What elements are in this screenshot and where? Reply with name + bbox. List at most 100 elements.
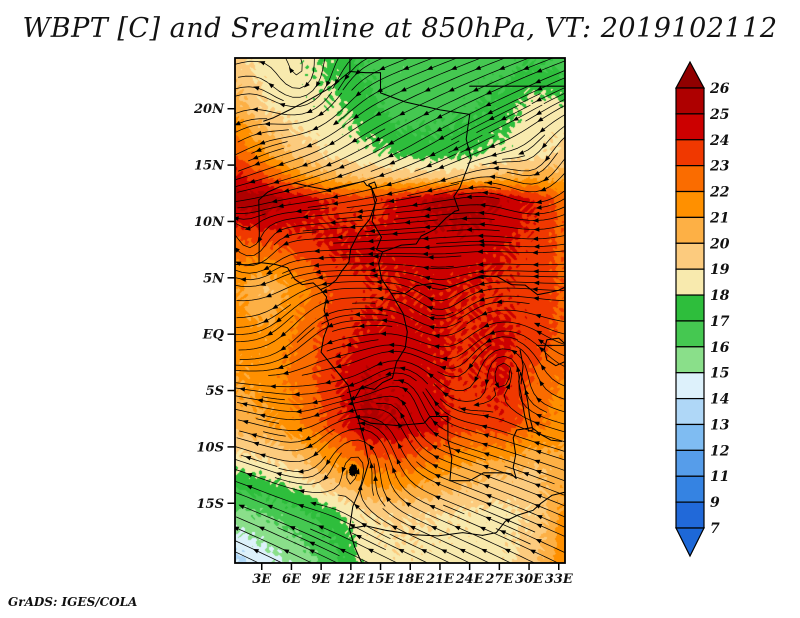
axis-ticks	[227, 107, 560, 570]
colorbar-tick-label: 19	[710, 262, 730, 278]
streamline	[235, 551, 260, 563]
streamline	[235, 58, 434, 156]
streamline	[239, 416, 565, 537]
streamline	[407, 183, 460, 196]
streamline	[235, 219, 364, 257]
streamline	[458, 301, 530, 320]
streamlines-group	[235, 58, 565, 563]
streamline	[235, 70, 565, 203]
streamline	[494, 362, 565, 433]
colorbar-tick-label: 13	[710, 418, 730, 434]
streamline	[502, 155, 526, 160]
x-tick-label: 6E	[282, 572, 302, 587]
streamline	[235, 348, 565, 413]
x-tick-label: 18E	[396, 572, 425, 587]
streamline	[236, 274, 565, 302]
colorbar-segment	[675, 346, 705, 374]
colorbar-tick-label: 16	[710, 340, 730, 356]
streamline	[235, 540, 284, 563]
streamline	[439, 398, 565, 443]
colorbar: 26 25 24 23 22 21 20 19 18 17 16 15 14 13 12 11 9 7	[674, 60, 730, 558]
country-borders-group	[235, 58, 565, 563]
streamline	[235, 395, 345, 405]
streamline	[525, 98, 565, 122]
colorbar-segment	[675, 294, 705, 322]
streamline	[235, 213, 266, 220]
streamline	[236, 207, 330, 229]
colorbar-tick-label: 21	[709, 210, 729, 226]
country-border	[481, 491, 565, 536]
streamline	[296, 327, 315, 343]
streamline	[310, 528, 332, 539]
streamline	[449, 217, 495, 220]
streamline	[326, 339, 379, 352]
streamline	[538, 197, 565, 209]
country-border	[258, 180, 372, 201]
streamline	[237, 58, 554, 193]
streamline	[364, 223, 565, 233]
streamline	[235, 58, 530, 187]
streamline	[543, 93, 565, 104]
colorbar-segment	[675, 242, 705, 270]
streamline	[351, 58, 410, 91]
x-tick-label: 21E	[425, 572, 455, 587]
colorbar-tick-label: 22	[709, 185, 730, 201]
streamline	[261, 396, 285, 401]
streamline	[282, 263, 565, 274]
streamline	[520, 134, 546, 154]
streamline	[235, 428, 559, 563]
country-border	[536, 286, 565, 296]
streamline	[365, 128, 386, 141]
streamline	[239, 308, 461, 360]
y-tick-label: 5S	[206, 384, 224, 399]
streamline	[373, 463, 386, 507]
x-tick-label: 3E	[252, 572, 272, 587]
streamline	[239, 504, 370, 563]
map-content	[235, 58, 565, 563]
streamline	[236, 516, 339, 563]
colorbar-tick-label: 17	[710, 314, 730, 330]
streamline	[235, 104, 565, 214]
colorbar-tick-label: 26	[709, 81, 730, 97]
country-border	[390, 275, 539, 296]
streamline	[235, 439, 512, 563]
streamline	[540, 340, 565, 357]
streamline	[462, 408, 494, 413]
streamline	[450, 157, 565, 185]
streamline	[388, 372, 417, 382]
streamline	[315, 503, 391, 539]
y-tick-label: EQ	[202, 328, 225, 343]
streamline	[466, 309, 565, 325]
streamline	[285, 58, 303, 76]
streamline	[393, 379, 565, 471]
colorbar-segment	[675, 139, 705, 167]
streamline	[333, 235, 565, 244]
streamline	[430, 265, 454, 268]
streamline	[443, 504, 465, 515]
streamline	[235, 92, 342, 133]
streamline	[235, 86, 284, 101]
streamline	[516, 340, 565, 387]
streamline	[274, 452, 342, 485]
colorbar-tick-label: 14	[710, 392, 729, 408]
streamline	[457, 190, 565, 203]
streamline	[238, 295, 565, 351]
streamline	[414, 153, 457, 172]
streamline	[336, 213, 390, 220]
lake-outline	[543, 337, 565, 367]
x-tick-label: 33E	[545, 572, 574, 587]
y-tick-label: 20N	[193, 102, 225, 117]
streamline	[353, 395, 565, 496]
streamline	[302, 219, 438, 232]
streamline	[337, 58, 369, 91]
x-tick-label: 24E	[455, 572, 485, 587]
streamline	[256, 418, 279, 424]
x-tick-label: 12E	[337, 572, 366, 587]
streamline	[236, 304, 291, 328]
streamline	[235, 456, 471, 563]
streamline	[237, 140, 460, 209]
streamline	[268, 330, 565, 376]
country-border	[235, 262, 370, 563]
